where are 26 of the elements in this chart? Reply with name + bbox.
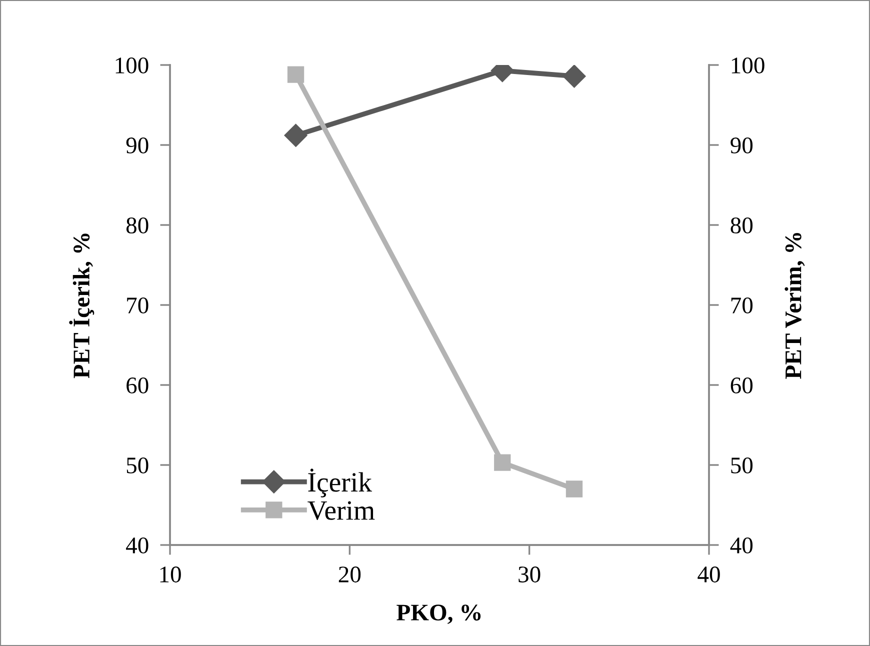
y2-tick-label: 100: [732, 57, 764, 74]
x-tick-label: 20: [338, 566, 361, 582]
y2-tick-label: 40: [730, 537, 753, 554]
x-tick-label: 10: [160, 566, 181, 582]
y2-tick-label: 90: [730, 137, 753, 154]
y2-tick-label: 70: [731, 297, 753, 314]
y-tick-label: 50: [126, 457, 148, 474]
y-tick-label: 100: [116, 57, 148, 74]
y2-tick-label: 50: [731, 457, 753, 474]
y-tick-label: 80: [126, 217, 148, 234]
y-axis-title: PET İçerik, %: [69, 234, 94, 378]
y-tick-label: 70: [127, 297, 148, 314]
legend-label: Verim: [308, 501, 375, 520]
y2-axis-title: PET Verim, %: [784, 232, 805, 379]
y-tick-label: 90: [126, 137, 148, 154]
x-tick-label: 40: [698, 566, 720, 582]
point: [566, 480, 583, 498]
y2-tick-label: 80: [730, 217, 753, 234]
x-tick-label: 30: [518, 566, 540, 582]
y-tick-label: 60: [126, 377, 148, 394]
y-tick-label: 40: [126, 537, 148, 554]
legend-label: İçerik: [308, 468, 372, 498]
x-axis-title: PKO, %: [396, 604, 481, 624]
y2-tick-label: 60: [730, 377, 753, 394]
point: [494, 454, 511, 471]
point: [287, 66, 304, 83]
